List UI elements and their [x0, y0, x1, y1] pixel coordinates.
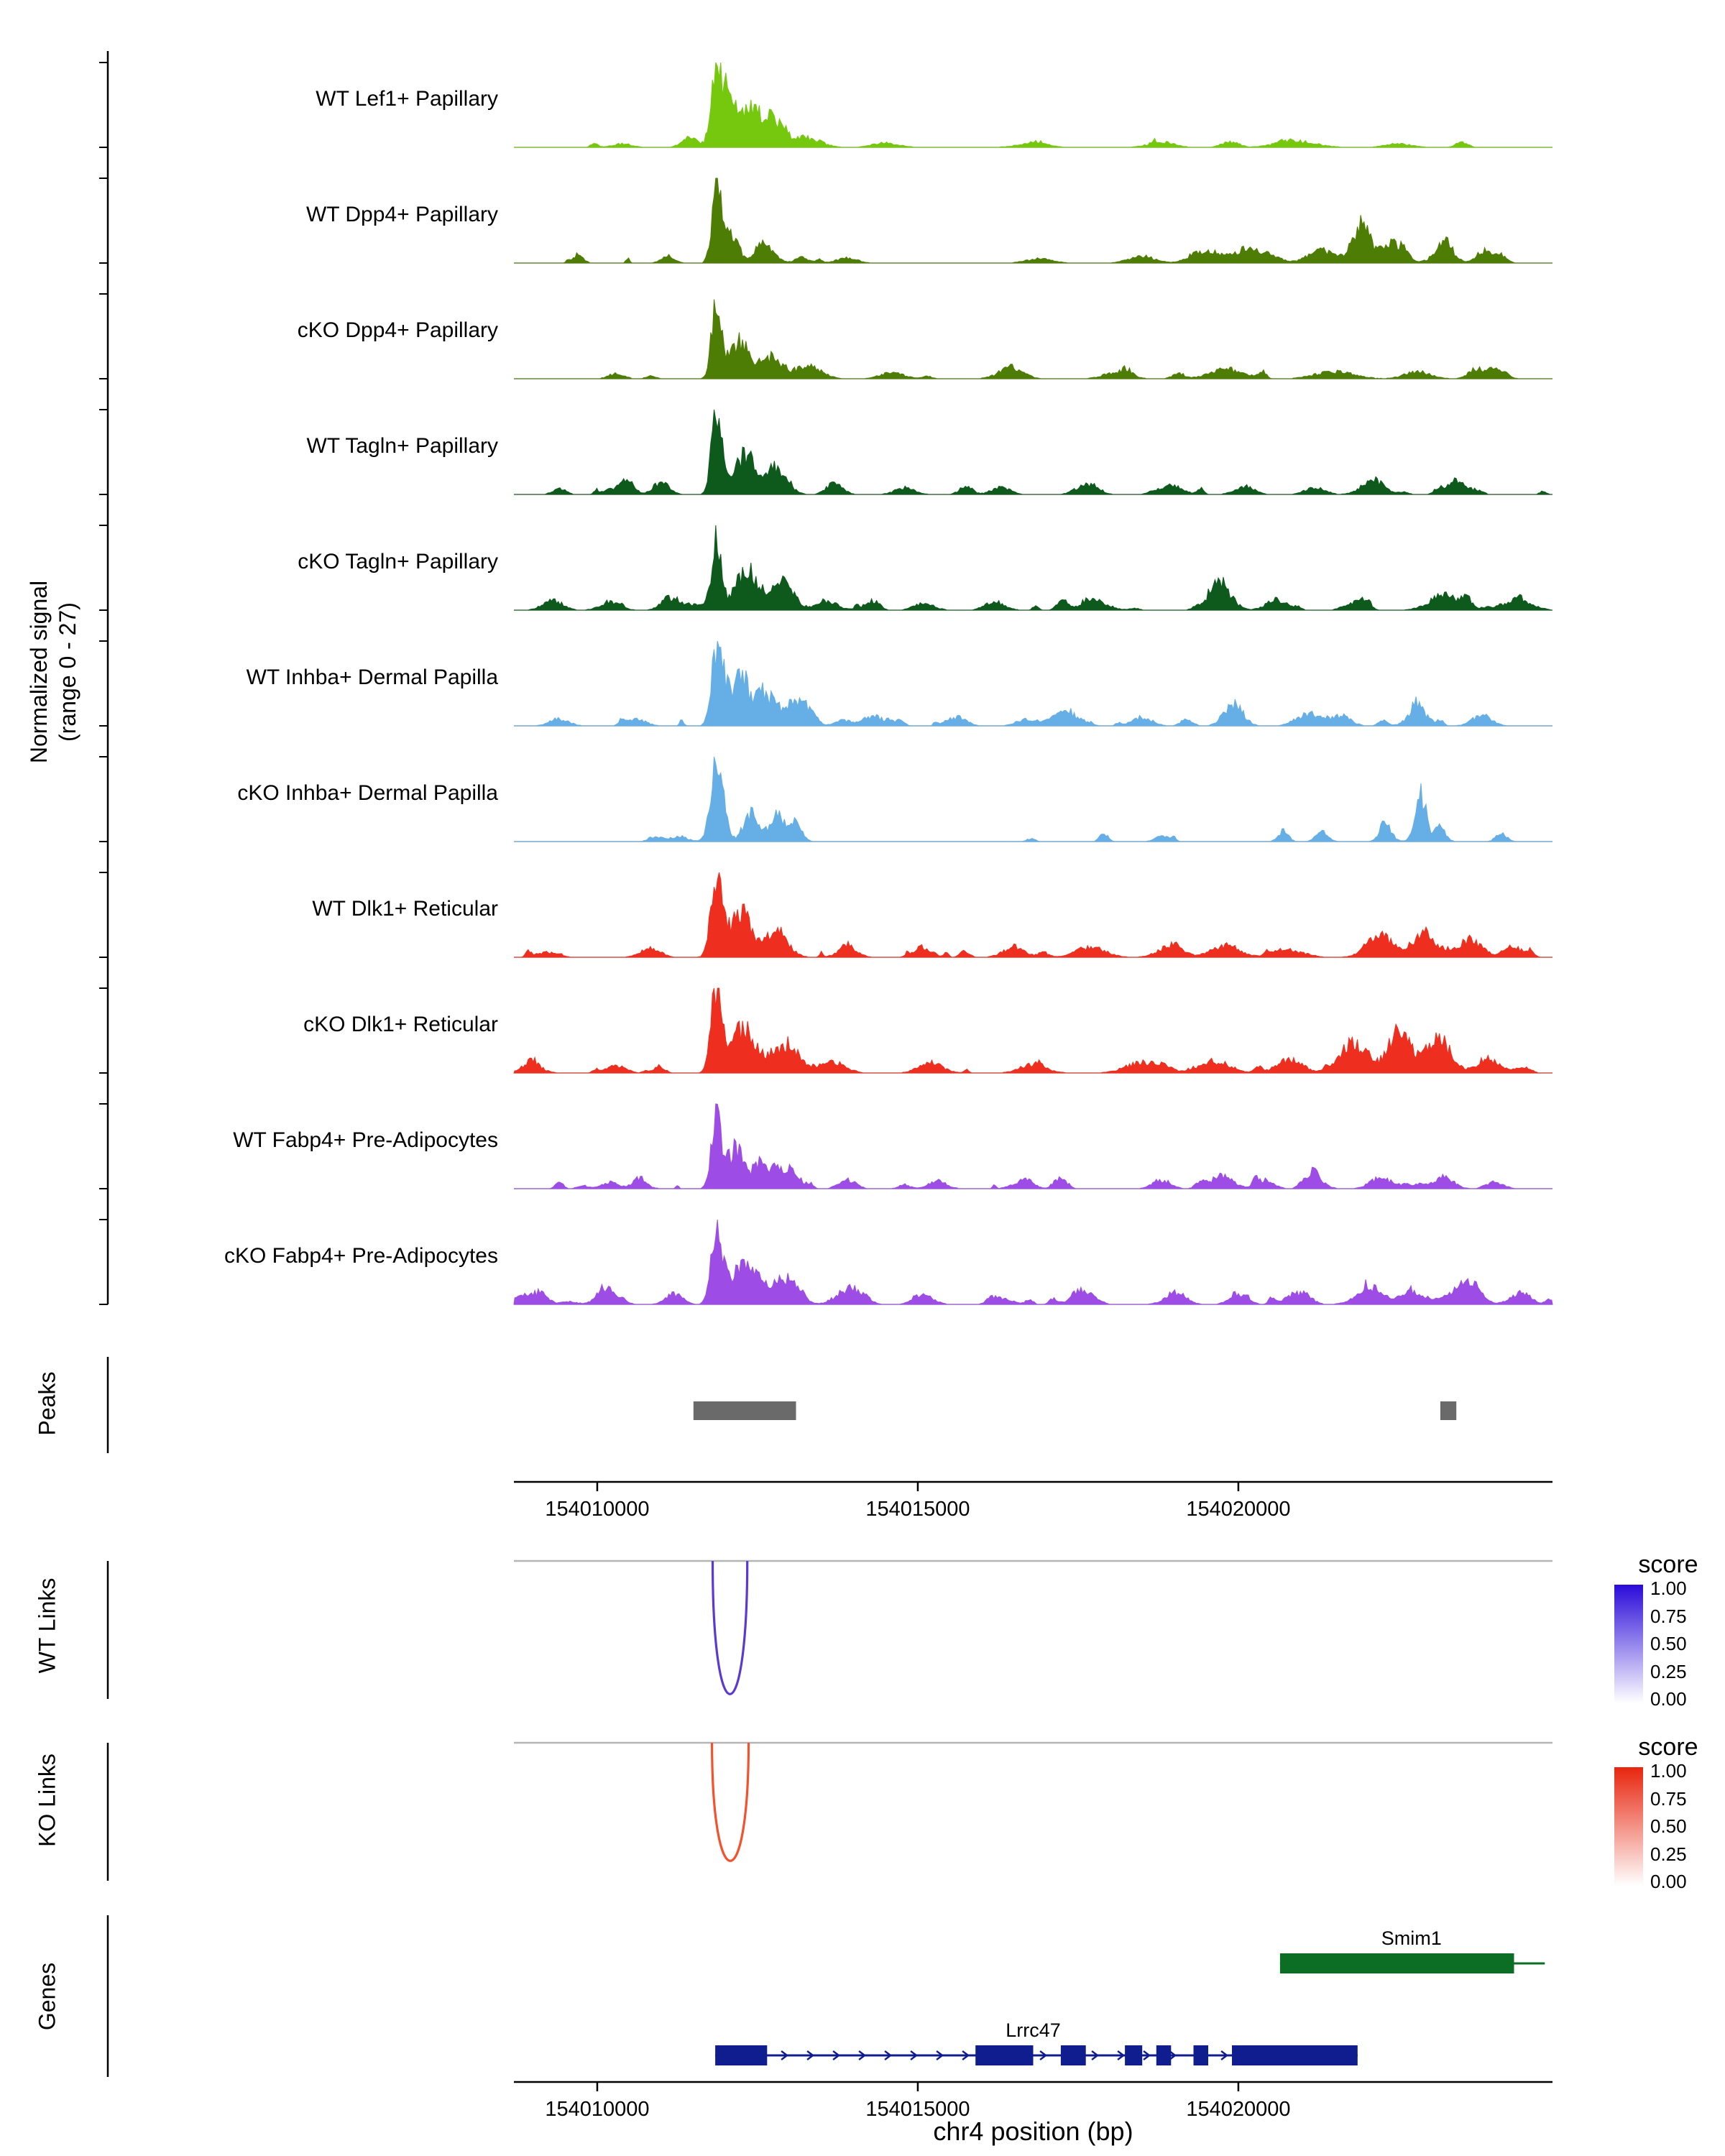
strand-arrow-icon — [962, 2050, 970, 2060]
track-label: WT Dpp4+ Papillary — [306, 203, 498, 226]
strand-arrow-icon — [936, 2050, 944, 2060]
strand-arrow-icon — [1039, 2050, 1048, 2060]
ko-legend-ticks: 1.00 0.75 0.50 0.25 0.00 — [1650, 1761, 1687, 1891]
x-axis-tick-label: 154015000 — [865, 2098, 970, 2121]
track-label: cKO Fabp4+ Pre-Adipocytes — [224, 1244, 498, 1268]
track-label: WT Dlk1+ Reticular — [312, 897, 498, 921]
legend-tick: 0.75 — [1650, 1787, 1687, 1810]
strand-arrow-icon — [1143, 2050, 1151, 2060]
link-arc — [711, 1560, 749, 1695]
wt-links-track — [106, 1560, 1552, 1699]
track-label: WT Inhba+ Dermal Papilla — [247, 665, 499, 689]
coverage-track-8: WT Dlk1+ Reticular — [99, 872, 1552, 958]
coverage-track-3: cKO Dpp4+ Papillary — [99, 293, 1552, 379]
strand-arrow-icon — [858, 2050, 867, 2060]
track-label: cKO Dpp4+ Papillary — [298, 318, 498, 342]
wt-links-score-legend: score 1.00 0.75 0.50 0.25 0.00 — [1614, 1551, 1725, 1708]
gene-label: Lrrc47 — [1006, 2019, 1061, 2041]
strand-arrow-icon — [1169, 2050, 1177, 2060]
coverage-signal — [514, 640, 1552, 727]
legend-tick: 0.00 — [1650, 1688, 1687, 1710]
genes-track: Smim1 Lrrc47 — [106, 1915, 1545, 2077]
track-label: WT Lef1+ Papillary — [316, 87, 498, 111]
coverage-track-9: cKO Dlk1+ Reticular — [99, 987, 1552, 1074]
legend-tick: 1.00 — [1650, 1760, 1687, 1782]
coverage-signal — [514, 62, 1552, 148]
coverage-signal — [513, 1219, 1553, 1305]
coverage-signal — [514, 756, 1552, 842]
coverage-track-10: WT Fabp4+ Pre-Adipocytes — [99, 1103, 1552, 1189]
gene-exon — [1060, 2045, 1086, 2065]
peak-interval — [1440, 1401, 1457, 1420]
strand-arrow-icon — [832, 2050, 841, 2060]
gene-exon — [715, 2045, 768, 2065]
x-axis-title: chr4 position (bp) — [933, 2116, 1133, 2146]
legend-tick: 1.00 — [1650, 1577, 1687, 1599]
track-label: cKO Tagln+ Papillary — [298, 550, 498, 573]
track-label: WT Tagln+ Papillary — [306, 434, 498, 458]
ko-links-score-legend: score 1.00 0.75 0.50 0.25 0.00 — [1614, 1733, 1725, 1891]
coverage-signal — [514, 299, 1552, 379]
coverage-signal — [514, 525, 1552, 611]
ko-legend-gradient-bar — [1614, 1767, 1643, 1886]
gene-exon — [1125, 2045, 1143, 2065]
wt-legend-ticks: 1.00 0.75 0.50 0.25 0.00 — [1650, 1579, 1687, 1708]
ko-legend-title: score — [1638, 1733, 1698, 1761]
peaks-track — [106, 1357, 1457, 1453]
link-arc — [711, 1742, 750, 1862]
legend-tick: 0.25 — [1650, 1660, 1687, 1682]
legend-tick: 0.50 — [1650, 1815, 1687, 1837]
strand-arrow-icon — [1091, 2050, 1100, 2060]
track-label: WT Fabp4+ Pre-Adipocytes — [233, 1128, 498, 1152]
wt-legend-gradient-bar — [1614, 1585, 1643, 1703]
ko-links-track — [106, 1741, 1552, 1881]
strand-arrow-icon — [781, 2050, 789, 2060]
peak-interval — [693, 1401, 796, 1420]
legend-tick: 0.25 — [1650, 1843, 1687, 1865]
coverage-track-2: WT Dpp4+ Papillary — [99, 178, 1552, 264]
gene-label: Smim1 — [1381, 1927, 1442, 1949]
x-axis-tick-label: 154010000 — [545, 1498, 649, 1521]
strand-arrow-icon — [884, 2050, 893, 2060]
strand-arrow-icon — [910, 2050, 919, 2060]
coverage-track-4: WT Tagln+ Papillary — [99, 409, 1552, 495]
coverage-signal — [514, 872, 1552, 958]
legend-tick: 0.75 — [1650, 1605, 1687, 1627]
coverage-signal — [513, 987, 1552, 1074]
coverage-signal — [514, 1103, 1552, 1189]
gene-exon — [1156, 2045, 1172, 2065]
legend-tick: 0.50 — [1650, 1633, 1687, 1654]
coverage-track-5: cKO Tagln+ Papillary — [99, 525, 1552, 611]
wt-legend-title: score — [1638, 1551, 1698, 1578]
coverage-track-1: WT Lef1+ Papillary — [99, 62, 1552, 148]
x-axis-tick-label: 154020000 — [1186, 1498, 1290, 1521]
strand-arrow-icon — [1220, 2050, 1229, 2060]
track-label: cKO Dlk1+ Reticular — [303, 1013, 498, 1036]
gene-exon — [975, 2045, 1034, 2065]
track-label: cKO Inhba+ Dermal Papilla — [237, 781, 498, 805]
coverage-signal — [514, 409, 1552, 495]
gene-exon — [1232, 2045, 1358, 2065]
x-axis-tick-label: 154010000 — [545, 2098, 649, 2121]
coverage-track-7: cKO Inhba+ Dermal Papilla — [99, 756, 1552, 842]
gene-exon — [1279, 1953, 1514, 1973]
strand-arrow-icon — [1117, 2050, 1126, 2060]
coverage-track-11: cKO Fabp4+ Pre-Adipocytes — [99, 1219, 1553, 1305]
gene-exon — [1193, 2045, 1208, 2065]
x-axis-tick-label: 154020000 — [1186, 2098, 1290, 2121]
coverage-signal — [514, 178, 1552, 264]
strand-arrow-icon — [806, 2050, 815, 2060]
coverage-track-6: WT Inhba+ Dermal Papilla — [99, 640, 1552, 727]
legend-tick: 0.00 — [1650, 1871, 1687, 1892]
x-axis-tick-label: 154015000 — [865, 1498, 970, 1521]
